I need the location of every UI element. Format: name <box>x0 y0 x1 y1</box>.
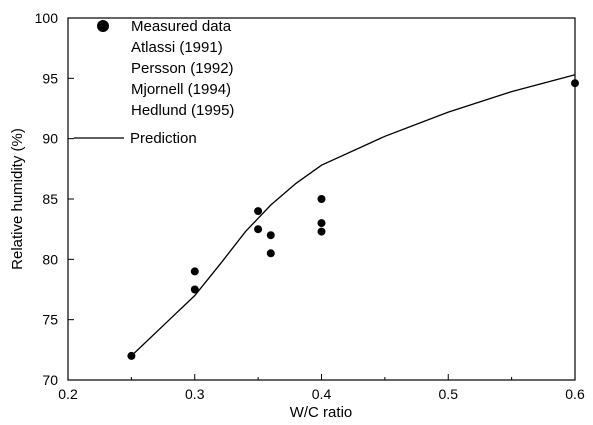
y-tick-label: 90 <box>42 131 58 147</box>
data-point <box>266 231 275 240</box>
x-tick-label: 0.5 <box>439 386 459 402</box>
legend: Measured data Atlassi (1991) Persson (1992… <box>74 18 234 147</box>
data-point <box>317 227 326 236</box>
y-tick-label: 70 <box>42 372 58 388</box>
legend-entry: Measured data <box>131 18 232 35</box>
x-axis-label: W/C ratio <box>290 404 353 421</box>
legend-entry: Persson (1992) <box>131 60 234 77</box>
data-point <box>317 195 326 203</box>
axis-ticks <box>67 17 576 381</box>
x-tick-label: 0.3 <box>185 386 205 402</box>
x-tick-label: 0.2 <box>58 386 78 402</box>
legend-entry: Mjornell (1994) <box>131 81 231 98</box>
y-tick-label: 75 <box>42 312 58 328</box>
data-point <box>190 267 199 276</box>
y-tick-label: 100 <box>35 10 59 26</box>
y-axis-label: Relative humidity (%) <box>9 128 26 270</box>
legend-marker-measured <box>97 20 109 32</box>
data-point <box>317 219 326 228</box>
y-tick-label: 85 <box>42 191 58 207</box>
x-tick-label: 0.4 <box>312 386 332 402</box>
series-layer <box>127 74 579 360</box>
legend-entry: Atlassi (1991) <box>131 39 223 56</box>
tick-labels: 0.2 0.3 0.4 0.5 0.6 70 75 80 85 90 95 100 <box>35 10 585 402</box>
data-point <box>571 79 579 88</box>
data-point <box>190 285 199 294</box>
x-tick-label: 0.6 <box>565 386 585 402</box>
legend-entry: Hedlund (1995) <box>131 102 234 119</box>
legend-entry: Prediction <box>130 130 197 147</box>
prediction-line <box>130 74 576 357</box>
data-point <box>266 249 275 258</box>
data-point <box>254 225 263 234</box>
data-point <box>254 207 263 216</box>
y-tick-label: 80 <box>42 251 58 267</box>
y-tick-label: 95 <box>42 70 58 86</box>
